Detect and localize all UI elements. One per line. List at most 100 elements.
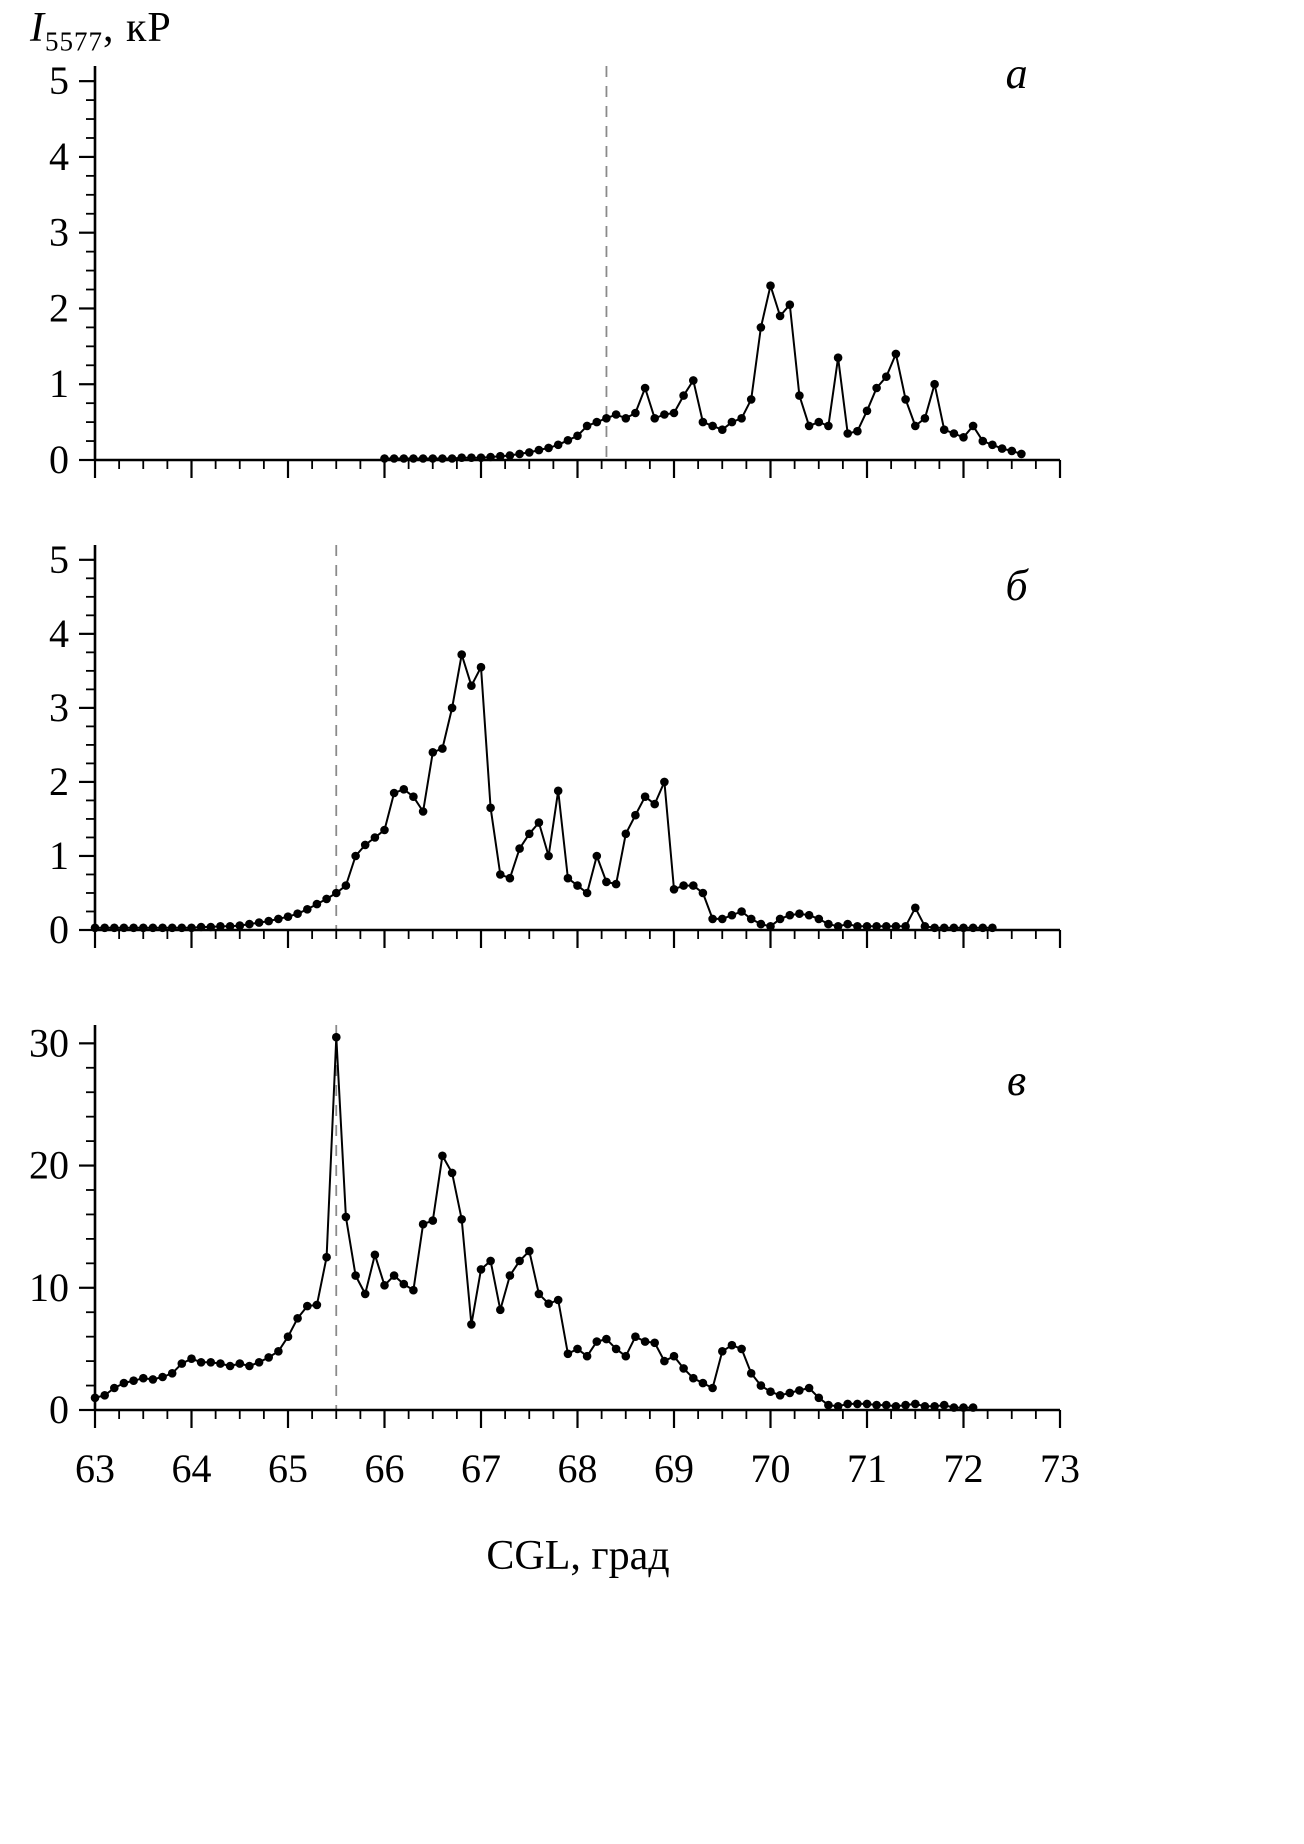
data-point: [737, 907, 746, 916]
data-point: [409, 792, 418, 801]
x-tick-label: 63: [75, 1446, 115, 1491]
data-point: [515, 449, 524, 459]
data-point: [457, 453, 467, 463]
data-point: [727, 1340, 737, 1350]
data-point: [882, 1400, 891, 1410]
data-point: [689, 1373, 698, 1383]
data-point: [872, 383, 881, 393]
panel-b-chart: 0 1 2 3 4 5 б: [49, 537, 1062, 952]
x-tick-label: 66: [365, 1446, 405, 1491]
data-point: [882, 922, 891, 931]
data-point: [833, 922, 843, 931]
data-point: [901, 922, 910, 931]
data-point: [254, 1358, 264, 1367]
data-point: [216, 922, 225, 931]
data-point: [332, 888, 341, 898]
data-point: [235, 1359, 245, 1368]
data-point: [322, 1252, 331, 1262]
data-point: [582, 888, 592, 898]
data-point: [206, 1358, 216, 1367]
data-point: [756, 323, 766, 332]
data-point: [669, 885, 679, 894]
data-point: [100, 1391, 109, 1400]
data-point: [515, 1256, 524, 1266]
data-point: [534, 818, 544, 827]
data-point: [949, 429, 959, 438]
data-point: [553, 786, 563, 796]
data-point: [824, 421, 833, 431]
data-point: [245, 919, 254, 929]
y-tick-label: 2: [49, 285, 69, 330]
data-point: [930, 1402, 939, 1411]
x-tick-label: 73: [1040, 1446, 1080, 1491]
data-point: [853, 1399, 862, 1409]
data-point: [804, 1383, 814, 1393]
data-point: [573, 431, 582, 441]
data-point: [139, 1373, 148, 1383]
data-point: [718, 425, 727, 435]
data-point: [911, 421, 920, 431]
data-point: [968, 1403, 978, 1412]
data-point: [389, 454, 399, 463]
data-point: [322, 894, 331, 904]
data-point: [447, 1168, 457, 1178]
data-point: [438, 744, 447, 753]
data-point: [225, 1361, 235, 1371]
y-tick-label: 0: [49, 1387, 69, 1432]
data-point: [718, 914, 727, 924]
data-point: [920, 922, 930, 931]
data-point: [486, 1256, 495, 1266]
data-point: [553, 440, 563, 450]
data-point: [370, 833, 380, 842]
data-point: [418, 1219, 428, 1229]
data-point: [399, 1279, 409, 1289]
data-point: [525, 1246, 534, 1256]
data-point: [1007, 446, 1017, 456]
data-point: [341, 1212, 351, 1222]
data-point: [853, 922, 862, 931]
data-point: [698, 888, 708, 898]
data-series-line: [94, 1036, 974, 1409]
data-point: [177, 923, 187, 933]
data-point: [418, 807, 428, 816]
data-point: [351, 851, 360, 861]
panel-a-chart: 0 1 2 3 4 5 а: [49, 49, 1062, 482]
x-axis-title: CGL, град: [486, 1533, 670, 1579]
panel-v-chart: 63 64 65 66 67 68 69 70 71 72 73 0 10 20 30 в: [29, 1020, 1080, 1491]
data-point: [90, 1393, 100, 1403]
data-point: [187, 1354, 196, 1363]
data-point: [380, 454, 389, 463]
data-point: [959, 433, 968, 442]
data-point: [534, 1289, 544, 1299]
data-point: [988, 923, 997, 933]
data-point: [911, 903, 920, 913]
data-point: [476, 662, 486, 672]
data-point: [544, 1299, 553, 1308]
data-point: [689, 376, 698, 385]
y-tick-label: 4: [49, 611, 69, 656]
data-point: [496, 451, 505, 461]
data-point: [496, 870, 505, 879]
data-point: [303, 1301, 312, 1311]
data-point: [467, 681, 476, 690]
data-point: [689, 881, 698, 890]
data-point: [351, 1271, 360, 1280]
data-point: [438, 1151, 447, 1161]
data-point: [930, 923, 939, 933]
data-point: [939, 1400, 949, 1410]
data-point: [216, 1359, 225, 1368]
data-point: [766, 1387, 775, 1396]
data-point: [621, 414, 631, 423]
data-point: [775, 311, 785, 321]
data-point: [332, 1032, 341, 1042]
data-point: [727, 910, 737, 920]
data-point: [582, 1351, 592, 1361]
data-point: [640, 1337, 650, 1346]
data-point: [669, 408, 679, 418]
x-tick-label: 72: [944, 1446, 984, 1491]
y-tick-label: 2: [49, 759, 69, 804]
data-point: [245, 1361, 254, 1371]
data-point: [766, 281, 775, 291]
data-point: [949, 923, 959, 933]
